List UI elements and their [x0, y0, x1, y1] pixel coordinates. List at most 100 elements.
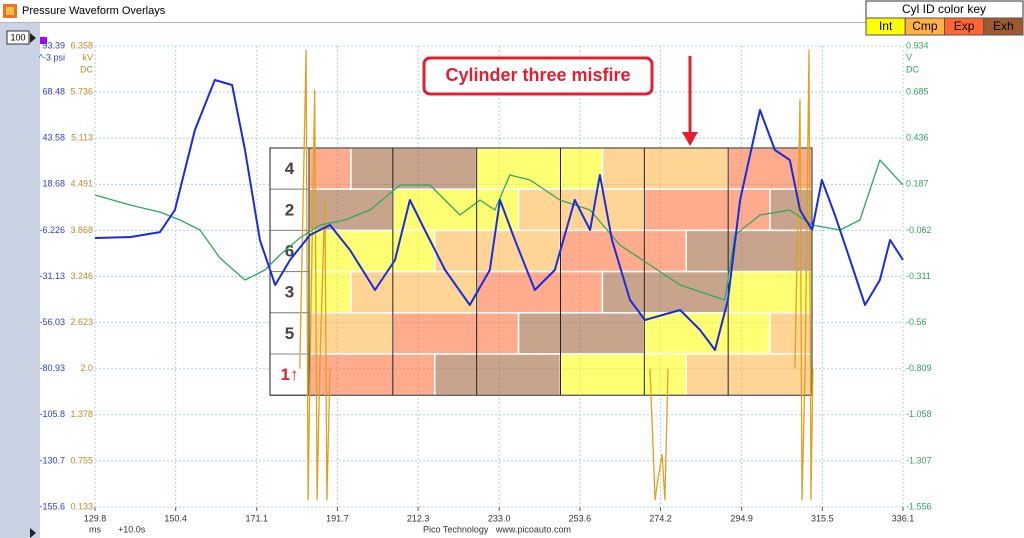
y-tick-label: -1.556	[906, 501, 932, 511]
stroke-segment	[685, 229, 813, 273]
y-tick-label: -0.809	[906, 363, 932, 373]
stroke-segment	[350, 147, 478, 190]
y-tick-label: -6.226	[39, 225, 65, 235]
stroke-segment	[434, 353, 562, 396]
trace	[94, 159, 904, 301]
axis-unit: kV	[82, 52, 93, 62]
x-tick-label: 336.1	[892, 513, 915, 523]
x-tick-label: 171.1	[245, 513, 268, 523]
row-label-cell	[269, 353, 310, 396]
cylinder-label: 5	[285, 324, 294, 343]
y-tick-label: -130.7	[39, 455, 65, 465]
y-tick-label: 0.436	[906, 133, 929, 143]
stroke-segment	[350, 270, 478, 314]
y-tick-label: 2.0	[80, 363, 93, 373]
key-label: Exp	[954, 19, 975, 33]
stroke-segment	[685, 353, 813, 396]
x-tick-label: 150.4	[164, 513, 187, 523]
bottom-arrow	[30, 528, 36, 538]
cylinder-label: 4	[285, 159, 295, 178]
y-tick-label: 0.934	[906, 40, 929, 50]
y-tick-label: -0.311	[906, 271, 931, 281]
stroke-segment	[517, 312, 646, 355]
y-tick-label: -56.03	[39, 317, 65, 327]
stroke-segment	[475, 147, 604, 190]
stroke-segment	[475, 270, 604, 314]
y-tick-label: -31.13	[39, 271, 65, 281]
trace	[94, 79, 904, 351]
y-tick-label: 0.187	[906, 179, 929, 189]
stroke-segment	[727, 270, 813, 314]
stroke-segment	[643, 312, 771, 355]
window-title: Pressure Waveform Overlays	[22, 5, 166, 17]
plot: 129.8 150.4 171.1 191.7 212.3 233.0 253.6 274.2…	[39, 40, 932, 523]
stroke-segment	[769, 188, 813, 232]
stroke-segment	[308, 229, 436, 273]
stroke-segment	[601, 270, 729, 314]
key-title: Cyl ID color key	[902, 2, 986, 16]
y-tick-label: 2.623	[70, 317, 93, 327]
stroke-segment	[392, 188, 520, 232]
y-tick-label: -105.8	[39, 409, 65, 419]
x-unit: ms	[89, 524, 101, 534]
y-tick-label: 93.39	[42, 40, 65, 50]
stroke-segment	[517, 188, 646, 232]
stroke-segment	[308, 353, 436, 396]
app-icon-inner	[6, 7, 14, 15]
y-tick-label: -80.93	[39, 363, 65, 373]
y-tick-label: 3.868	[70, 225, 93, 235]
y-tick-label: -0.56	[906, 317, 927, 327]
title-bar	[0, 0, 1024, 22]
y-tick-label: 3.246	[70, 271, 93, 281]
y-tick-label: 0.755	[70, 455, 93, 465]
zoom-box[interactable]	[6, 30, 30, 45]
key-label: Exh	[993, 19, 1014, 33]
y-tick-label: -0.062	[906, 225, 932, 235]
overlay: 4 2 6 3 5 1↑	[269, 147, 813, 396]
separator	[0, 22, 1024, 23]
x-tick-label: 233.0	[488, 513, 511, 523]
y-tick-label: 5.736	[70, 86, 93, 96]
annotation-text: Cylinder three misfire	[445, 65, 630, 85]
x-tick-label: 191.7	[326, 513, 349, 523]
arrow-head	[682, 132, 698, 146]
y-tick-label: 43.58	[42, 133, 65, 143]
left-strip	[0, 22, 40, 538]
stroke-segment	[643, 188, 771, 232]
y-tick-label: -155.6	[39, 501, 65, 511]
color-key: Cyl ID color key Int Cmp Exp Exh	[865, 0, 1024, 36]
trace	[299, 49, 814, 501]
zoom-level: 100	[10, 32, 25, 42]
zoom-arrow	[30, 33, 36, 43]
y-tick-label: 0.133	[70, 501, 93, 511]
y-tick-label: 68.48	[42, 86, 65, 96]
credit: Pico Technology www.picoauto.com	[423, 524, 571, 534]
y-tick-label: 18.68	[42, 179, 65, 189]
stroke-segment	[559, 229, 687, 273]
key-label: Int	[879, 19, 893, 33]
key-label: Cmp	[912, 19, 938, 33]
axis-coupling: DC	[80, 64, 93, 74]
marker	[40, 37, 47, 44]
key-swatch	[983, 17, 1024, 36]
stroke-segment	[392, 312, 520, 355]
cylinder-label: 3	[285, 283, 294, 302]
y-tick-label: 6.358	[70, 40, 93, 50]
y-tick-label: -1.058	[906, 409, 932, 419]
annotation: Cylinder three misfire	[422, 56, 698, 146]
y-tick-label: 0.685	[906, 86, 929, 96]
stroke-segment	[308, 312, 394, 355]
time-offset: +10.0s	[118, 524, 146, 534]
x-tick-label: 294.9	[730, 513, 753, 523]
y-tick-label: -1.307	[906, 455, 932, 465]
x-tick-label: 212.3	[407, 513, 430, 523]
stroke-segment	[434, 229, 562, 273]
x-tick-label: 315.5	[811, 513, 834, 523]
axis-unit: ^-3 psi	[39, 52, 65, 62]
x-tick-label: 129.8	[84, 513, 107, 523]
axis-unit: V	[906, 52, 912, 62]
y-tick-label: 5.113	[71, 133, 93, 143]
y-tick-label: 1.378	[70, 409, 93, 419]
cylinder-label: 1↑	[281, 365, 299, 384]
